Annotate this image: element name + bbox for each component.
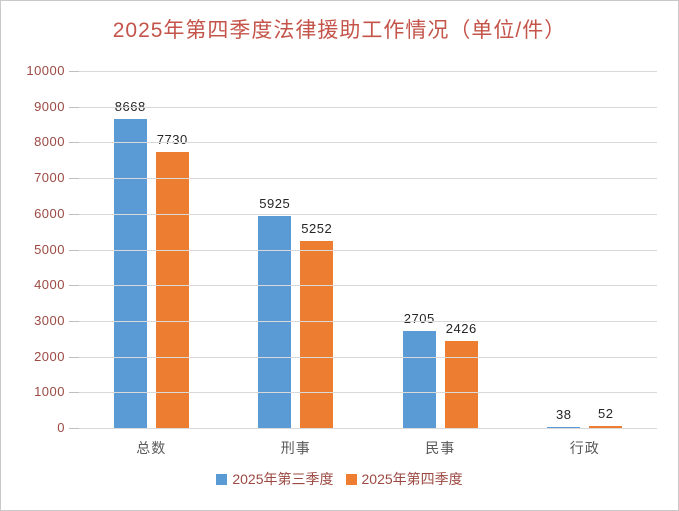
chart-title: 2025年第四季度法律援助工作情况（单位/件）	[112, 19, 567, 42]
gridline	[79, 71, 657, 72]
category-label: 总数	[136, 440, 167, 456]
y-axis-tick-label: 4000	[34, 277, 65, 293]
bar: 38	[547, 407, 581, 428]
data-label: 2705	[403, 311, 435, 327]
bar: 8668	[113, 99, 147, 428]
y-axis-tick-mark	[69, 285, 79, 287]
y-axis-tick-label: 3000	[34, 312, 65, 328]
data-label: 52	[598, 406, 614, 422]
y-axis-tick-label: 7000	[34, 170, 65, 186]
y-axis-tick-mark	[69, 213, 79, 215]
legend-item: 2025年第三季度	[216, 469, 334, 489]
bar-group: 38 52	[513, 71, 658, 428]
gridline	[79, 356, 657, 358]
legend: 2025年第三季度 2025年第四季度	[1, 469, 678, 489]
y-axis-tick-label: 2000	[34, 348, 65, 364]
y-axis-tick-mark	[69, 106, 79, 108]
y-axis-tick-label: 5000	[34, 241, 65, 257]
bar-group: 2705 2426	[368, 71, 513, 428]
y-axis-tick-mark	[69, 249, 79, 251]
gridline	[79, 428, 657, 429]
y-axis-tick-label: 10000	[26, 63, 65, 78]
gridline	[79, 142, 657, 144]
legend-label: 2025年第三季度	[232, 471, 334, 487]
data-label: 2426	[445, 321, 477, 337]
gridline	[79, 213, 657, 215]
y-axis-tick-mark	[69, 320, 79, 322]
legend-swatch-icon	[345, 473, 357, 485]
y-axis-tick-mark	[69, 356, 79, 358]
legend-label: 2025年第四季度	[361, 471, 463, 487]
legend-swatch-icon	[216, 473, 228, 485]
y-axis-tick-label: 6000	[34, 205, 65, 221]
y-axis-tick-mark	[69, 428, 79, 429]
bar: 5925	[258, 196, 292, 428]
gridline	[79, 285, 657, 287]
bar: 52	[589, 406, 623, 428]
category-label: 行政	[569, 440, 600, 456]
plot-area: 8668 7730 5925 5252 2705 2426 38 52 总数 刑事 民事 行政 0 1…	[26, 63, 658, 456]
category-label: 民事	[425, 440, 456, 456]
gridline	[79, 106, 657, 108]
y-axis-tick-label: 1000	[34, 384, 65, 400]
bar: 2705	[402, 311, 436, 428]
y-axis-tick-mark	[69, 178, 79, 180]
y-axis-tick-label: 9000	[34, 98, 65, 114]
gridline	[79, 320, 657, 322]
y-axis-tick-label: 0	[57, 420, 65, 435]
bar-group: 8668 7730	[79, 71, 224, 428]
data-label: 8668	[114, 98, 146, 114]
legend-item: 2025年第四季度	[345, 469, 463, 489]
y-axis-tick-mark	[69, 142, 79, 144]
data-label: 7730	[156, 132, 188, 148]
y-axis-tick-label: 8000	[34, 134, 65, 150]
x-axis-labels: 总数 刑事 民事 行政	[79, 438, 657, 458]
y-axis-tick-mark	[69, 71, 79, 72]
gridline	[79, 392, 657, 394]
category-label: 刑事	[280, 440, 311, 456]
gridline	[79, 249, 657, 251]
data-label: 5252	[301, 220, 333, 236]
bar: 5252	[300, 221, 334, 428]
y-axis-tick-mark	[69, 392, 79, 394]
bar: 7730	[155, 132, 189, 428]
gridline	[79, 178, 657, 180]
data-label: 5925	[259, 196, 291, 212]
bar: 2426	[444, 321, 478, 428]
data-label: 38	[556, 406, 572, 422]
